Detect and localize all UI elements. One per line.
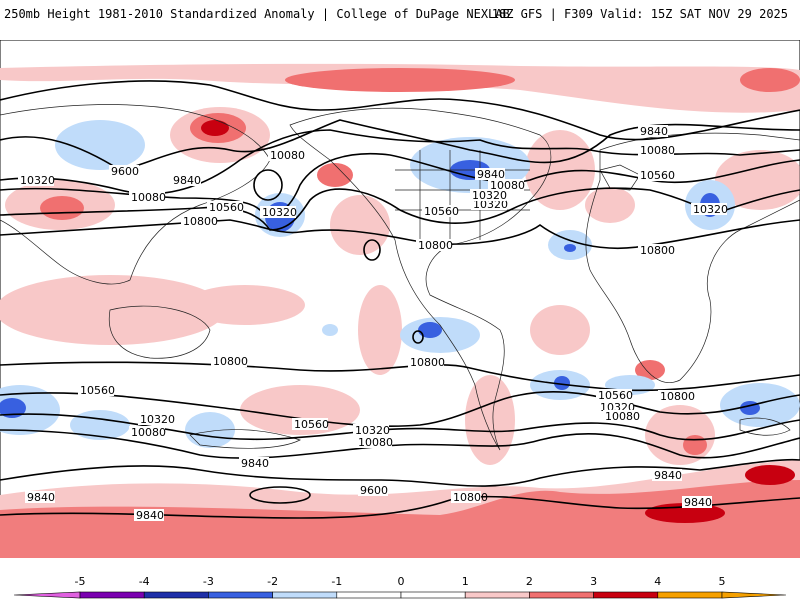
contour-label: 10560 <box>640 169 675 182</box>
colorbar-tick-label: -3 <box>203 575 214 588</box>
colorbar-ticks: -5 -4 -3 -2 -1 0 1 2 3 4 5 <box>75 575 726 588</box>
contour-label: 9840 <box>654 469 682 482</box>
contour-label: 9840 <box>173 174 201 187</box>
contour-label: 10080 <box>131 426 166 439</box>
contour-label: 10560 <box>598 389 633 402</box>
colorbar-right-arrow <box>721 591 787 599</box>
contour-label: 9840 <box>684 496 712 509</box>
colorbar-tick-label: 1 <box>462 575 469 588</box>
contour-label: 10560 <box>294 418 329 431</box>
colorbar-segment <box>464 591 530 599</box>
contour-label: 9840 <box>241 457 269 470</box>
contour-label: 10800 <box>453 491 488 504</box>
contour-label: 10800 <box>410 356 445 369</box>
colorbar-segment <box>79 591 145 599</box>
contour-label: 10800 <box>213 355 248 368</box>
contour-label: 10800 <box>418 239 453 252</box>
coastlines <box>0 104 800 451</box>
colorbar-segment <box>529 591 594 599</box>
contour-label: 9840 <box>640 125 668 138</box>
colorbar-segment <box>208 591 273 599</box>
model-run-info: 18Z GFS | F309 Valid: 15Z SAT NOV 29 202… <box>491 7 788 21</box>
colorbar-segment <box>400 591 466 599</box>
contour-label: 9840 <box>27 491 55 504</box>
contour-label: 10080 <box>131 191 166 204</box>
colorbar-segment <box>657 591 723 599</box>
contour-label: 10080 <box>270 149 305 162</box>
positive-anomaly-shading <box>0 63 800 558</box>
colorbar-segment <box>593 591 659 599</box>
anomaly-map: 9600 9840 10080 10320 10320 10560 10800 … <box>0 40 800 558</box>
contour-label: 10320 <box>262 206 297 219</box>
contour-label: 10320 <box>693 203 728 216</box>
colorbar-segments <box>13 591 787 599</box>
contour-label: 10800 <box>660 390 695 403</box>
contour-label: 10560 <box>209 201 244 214</box>
colorbar-tick-label: -4 <box>139 575 150 588</box>
colorbar-tick-label: 3 <box>590 575 597 588</box>
contour-label: 10560 <box>80 384 115 397</box>
contour-label: 10800 <box>183 215 218 228</box>
contour-label: 9840 <box>477 168 505 181</box>
contour-label: 10800 <box>640 244 675 257</box>
contour-label: 10560 <box>424 205 459 218</box>
colorbar-tick-label: -2 <box>267 575 278 588</box>
contour-label: 10320 <box>355 424 390 437</box>
colorbar-tick-label: -1 <box>331 575 342 588</box>
colorbar-tick-label: 0 <box>398 575 405 588</box>
contour-label: 10080 <box>605 410 640 423</box>
colorbar-tick-label: -5 <box>75 575 86 588</box>
colorbar-segment <box>143 591 209 599</box>
contour-labels: 9600 9840 10080 10320 10320 10560 10800 … <box>18 125 728 522</box>
contour-label: 9600 <box>111 165 139 178</box>
contour-label: 10320 <box>20 174 55 187</box>
contour-label: 10080 <box>358 436 393 449</box>
contour-label: 9840 <box>136 509 164 522</box>
contour-label: 10320 <box>473 198 508 211</box>
colorbar-segment <box>272 591 338 599</box>
contour-label: 10080 <box>490 179 525 192</box>
colorbar-tick-label: 5 <box>719 575 726 588</box>
colorbar: -5 -4 -3 -2 -1 0 1 2 3 4 5 <box>13 575 787 599</box>
colorbar-left-arrow <box>13 591 81 599</box>
map-title: 250mb Height 1981-2010 Standardized Anom… <box>4 7 510 21</box>
colorbar-segment <box>336 591 402 599</box>
contour-label: 10080 <box>640 144 675 157</box>
colorbar-tick-label: 2 <box>526 575 533 588</box>
contour-label: 9600 <box>360 484 388 497</box>
contour-label: 10320 <box>140 413 175 426</box>
contour-label: 10320 <box>472 189 507 202</box>
colorbar-tick-label: 4 <box>654 575 661 588</box>
